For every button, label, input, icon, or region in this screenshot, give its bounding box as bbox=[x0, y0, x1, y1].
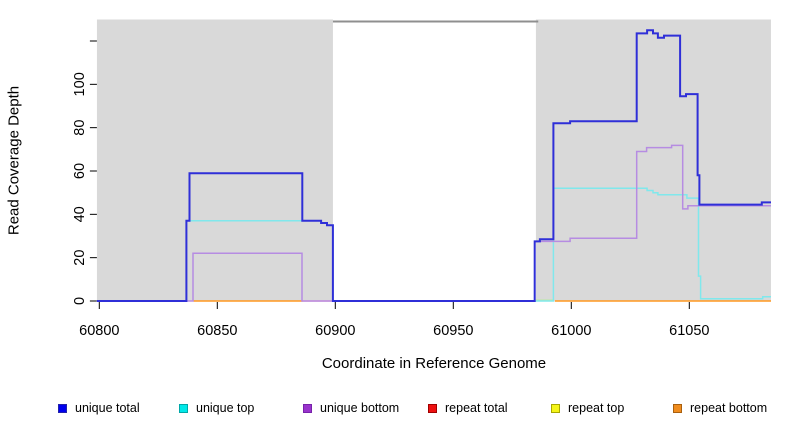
legend-entry-unique-top: unique top bbox=[179, 401, 254, 415]
legend-entry-repeat-top: repeat top bbox=[551, 401, 624, 415]
legend-label: unique bottom bbox=[320, 401, 400, 415]
x-tick-label: 60950 bbox=[433, 323, 473, 339]
x-tick-label: 61050 bbox=[669, 323, 709, 339]
legend-swatch-repeat-bottom bbox=[673, 403, 682, 413]
y-tick-label: 0 bbox=[72, 297, 88, 305]
y-tick-label: 40 bbox=[72, 206, 88, 222]
x-axis-title: Coordinate in Reference Genome bbox=[321, 355, 547, 372]
legend-swatch-repeat-total bbox=[428, 403, 437, 413]
legend-label: repeat bottom bbox=[690, 401, 768, 415]
x-tick-label: 60850 bbox=[197, 323, 237, 339]
shaded-region bbox=[535, 19, 771, 302]
y-tick-label: 80 bbox=[72, 120, 88, 136]
shaded-region bbox=[96, 19, 333, 302]
legend-label: unique total bbox=[75, 401, 140, 415]
legend-label: unique top bbox=[196, 401, 255, 415]
legend-entry-unique-total: unique total bbox=[58, 401, 140, 415]
y-tick-label: 60 bbox=[72, 163, 88, 179]
y-axis-title: Read Coverage Depth bbox=[5, 85, 23, 236]
series-line-unique-bottom bbox=[96, 144, 771, 302]
series-line-unique-total bbox=[96, 29, 771, 302]
x-tick-label: 60900 bbox=[315, 323, 355, 339]
legend-label: repeat top bbox=[568, 401, 625, 415]
legend-entry-repeat-total: repeat total bbox=[428, 401, 508, 415]
legend-swatch-unique-top bbox=[179, 403, 188, 413]
legend-swatch-unique-bottom bbox=[303, 403, 312, 413]
legend-label: repeat total bbox=[445, 401, 508, 415]
x-tick-label: 61000 bbox=[551, 323, 591, 339]
legend-entry-unique-bottom: unique bottom bbox=[303, 401, 399, 415]
legend-swatch-unique-total bbox=[58, 403, 67, 413]
y-tick-label: 20 bbox=[72, 250, 88, 266]
legend-swatch-repeat-top bbox=[551, 403, 560, 413]
x-tick-label: 60800 bbox=[79, 323, 119, 339]
legend-entry-repeat-bottom: repeat bottom bbox=[673, 401, 767, 415]
y-tick-label: 100 bbox=[72, 72, 88, 96]
